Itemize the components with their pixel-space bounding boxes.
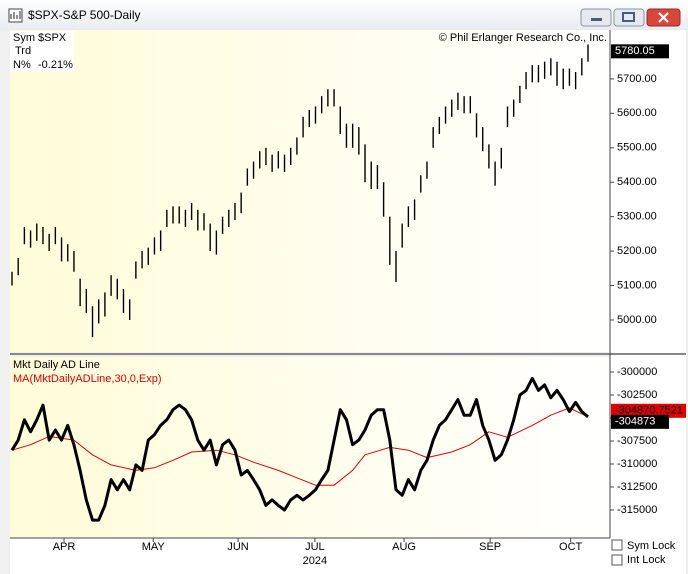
y-tick-label: 5000.00 [617,314,657,326]
y-tick-label: 5100.00 [617,279,657,291]
y-tick-label: -307500 [617,435,657,447]
last-value-label: -304870.7521 [615,405,683,417]
y-tick-label: 5600.00 [617,107,657,119]
app-icon [8,8,23,23]
y-tick-label: 5300.00 [617,211,657,223]
x-axis-area [10,538,686,574]
last-value-group: -304870.7521-304873 [611,403,686,429]
info-label: N% [13,59,31,71]
y-tick-label: -312500 [617,481,657,493]
checkbox-label: Sym Lock [627,540,676,552]
last-value-box [611,44,669,59]
title-bar [0,0,688,30]
x-tick-label: JUN [227,541,248,553]
minimize-glyph [591,18,602,21]
y-tick-label: 5700.00 [617,73,657,85]
x-tick-label: SEP [479,541,501,553]
last-value-label: -304873 [615,416,655,428]
info-label: Sym [13,32,35,44]
x-tick-label: APR [53,541,76,553]
app-icon-bars [10,11,21,19]
copyright: © Phil Erlanger Research Co., Inc. [439,32,607,44]
price-panel [10,30,610,352]
x-tick-label: OCT [559,541,583,553]
y-tick-label: 5200.00 [617,245,657,257]
ad-panel [10,357,610,538]
y-tick-label: -315000 [617,504,657,516]
y-tick-label: -310000 [617,458,657,470]
y-tick-label: 5500.00 [617,142,657,154]
y-tick-label: 5400.00 [617,176,657,188]
last-value-box [611,403,686,418]
checkbox[interactable] [611,539,623,551]
y-tick-label: -302500 [617,389,657,401]
series-line [10,376,589,522]
x-tick-label: AUG [392,541,416,553]
x-tick-label: JUL [305,541,325,553]
axis-area [610,30,686,538]
series-line [11,407,589,486]
info-value: $SPX [38,32,67,44]
x-tick-label: MAY [142,541,166,553]
info-value: -0.21% [38,59,73,71]
last-value-label: 5780.05 [615,45,655,57]
y-tick-label: -300000 [617,366,657,378]
last-value-box [611,414,669,429]
checkbox-label: Int Lock [627,554,666,566]
minimize-button[interactable] [580,8,612,27]
info-box [10,31,74,72]
year-label: 2024 [303,555,327,567]
checkbox[interactable] [611,554,623,566]
window-title: $SPX-S&P 500-Daily [28,8,141,22]
series-label: Mkt Daily AD Line [13,359,100,371]
series-label: MA(MktDailyADLine,30,0,Exp) [13,373,162,385]
maximize-glyph [622,12,635,22]
info-label: Trd [15,45,31,57]
maximize-button[interactable] [613,8,645,27]
close-glyph [658,12,669,23]
